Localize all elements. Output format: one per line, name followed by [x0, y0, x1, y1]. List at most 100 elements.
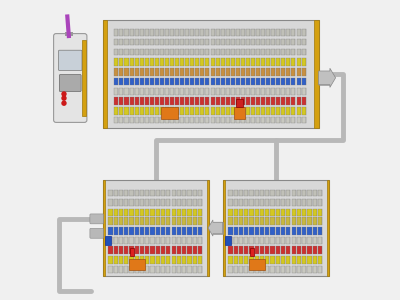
Bar [266, 88, 270, 95]
Bar [313, 227, 317, 235]
Bar [292, 199, 296, 206]
Bar [256, 107, 260, 115]
Bar [200, 29, 204, 36]
Bar [180, 107, 184, 115]
Bar [177, 256, 181, 263]
Bar [250, 209, 254, 215]
Bar [292, 266, 296, 273]
Bar [187, 199, 192, 206]
Bar [119, 246, 123, 254]
Bar [180, 29, 184, 36]
Bar [261, 58, 265, 66]
Bar [292, 237, 296, 244]
Bar [129, 259, 145, 270]
Bar [145, 256, 150, 263]
Bar [119, 256, 123, 263]
Bar [307, 209, 312, 215]
Bar [221, 117, 225, 123]
Bar [281, 97, 285, 105]
Bar [266, 58, 270, 66]
Bar [207, 180, 209, 276]
Bar [130, 68, 134, 76]
Bar [130, 117, 134, 123]
Bar [200, 49, 204, 55]
Bar [200, 39, 204, 45]
Bar [177, 246, 181, 254]
Bar [307, 218, 312, 225]
Bar [286, 246, 290, 254]
Bar [276, 190, 280, 196]
Bar [292, 256, 296, 263]
Bar [239, 256, 243, 263]
Bar [187, 209, 192, 215]
Bar [198, 190, 202, 196]
Bar [150, 190, 155, 196]
Bar [228, 256, 232, 263]
Bar [236, 49, 240, 55]
Bar [120, 117, 124, 123]
Bar [190, 58, 194, 66]
Bar [210, 78, 214, 86]
Bar [250, 256, 254, 263]
Bar [210, 49, 214, 55]
Bar [135, 237, 139, 244]
FancyBboxPatch shape [58, 50, 82, 70]
Bar [228, 199, 232, 206]
Bar [165, 107, 169, 115]
Bar [175, 58, 179, 66]
Bar [114, 78, 118, 86]
Bar [170, 117, 174, 123]
Bar [135, 246, 139, 254]
Bar [244, 246, 248, 254]
Bar [255, 227, 259, 235]
Bar [119, 218, 123, 225]
Bar [313, 246, 317, 254]
Bar [124, 49, 128, 55]
Bar [170, 107, 174, 115]
Bar [260, 237, 264, 244]
Polygon shape [208, 220, 222, 236]
Bar [165, 78, 169, 86]
Bar [226, 117, 230, 123]
Bar [206, 117, 210, 123]
Bar [255, 218, 259, 225]
Bar [124, 97, 128, 105]
Bar [318, 256, 322, 263]
Bar [302, 209, 306, 215]
Bar [251, 107, 255, 115]
Bar [145, 58, 149, 66]
Bar [286, 227, 290, 235]
Bar [170, 29, 174, 36]
Bar [226, 58, 230, 66]
Bar [327, 180, 329, 276]
Bar [145, 246, 150, 254]
Bar [281, 58, 285, 66]
Bar [250, 246, 254, 254]
Bar [150, 199, 155, 206]
Bar [108, 190, 112, 196]
Bar [234, 266, 238, 273]
Bar [234, 227, 238, 235]
Bar [226, 49, 230, 55]
Bar [216, 117, 220, 123]
Bar [140, 39, 144, 45]
Bar [130, 237, 134, 244]
Bar [313, 218, 317, 225]
Bar [200, 58, 204, 66]
Bar [239, 266, 243, 273]
Bar [185, 107, 189, 115]
Bar [256, 29, 260, 36]
Bar [150, 39, 154, 45]
Bar [250, 199, 254, 206]
Bar [180, 68, 184, 76]
Bar [156, 256, 160, 263]
Bar [187, 218, 192, 225]
Bar [281, 190, 285, 196]
Bar [261, 117, 265, 123]
Bar [286, 107, 290, 115]
Bar [226, 39, 230, 45]
Bar [256, 68, 260, 76]
Bar [251, 39, 255, 45]
Bar [222, 180, 225, 276]
Bar [182, 218, 186, 225]
